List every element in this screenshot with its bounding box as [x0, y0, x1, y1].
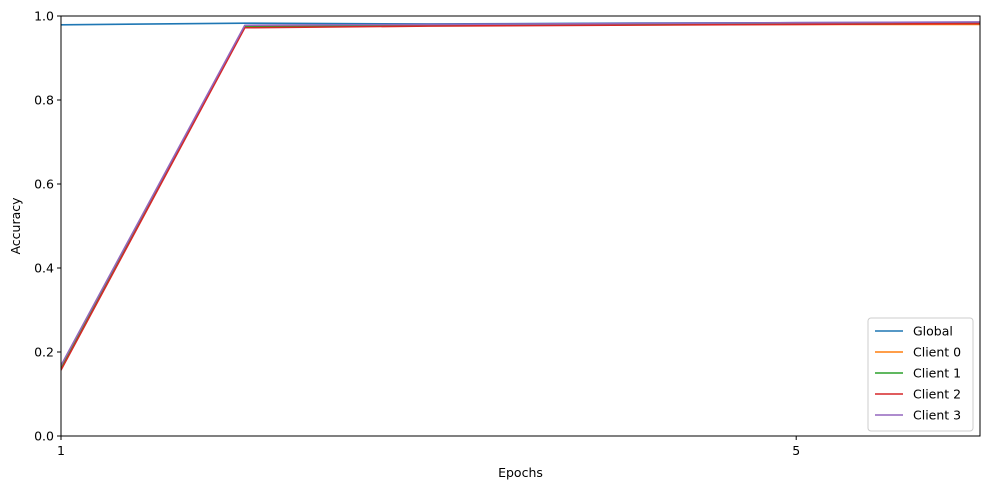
- y-axis: 0.0 0.2 0.4 0.6 0.8 1.0: [34, 9, 61, 444]
- series-line-client-2: [61, 22, 980, 372]
- y-tick-label: 1.0: [34, 9, 54, 24]
- x-tick-label: 1: [57, 443, 65, 458]
- plot-frame: [60, 15, 981, 437]
- y-tick-label: 0.6: [34, 177, 54, 192]
- legend-entry-label: Global: [913, 324, 953, 339]
- legend-entry-label: Client 3: [913, 408, 961, 423]
- series-line-client-1: [61, 22, 980, 370]
- plot-area: [61, 21, 980, 372]
- x-axis-label: Epochs: [498, 465, 543, 480]
- y-tick-label: 0.8: [34, 93, 54, 108]
- series-line-client-3: [61, 21, 980, 367]
- y-tick-label: 0.0: [34, 429, 54, 444]
- y-tick-label: 0.4: [34, 261, 54, 276]
- y-tick-label: 0.2: [34, 345, 54, 360]
- y-axis-label: Accuracy: [8, 197, 23, 255]
- legend-entry-label: Client 2: [913, 387, 961, 402]
- series-line-client-0: [61, 23, 980, 368]
- legend-entry-label: Client 1: [913, 366, 961, 381]
- legend-entry-label: Client 0: [913, 345, 961, 360]
- x-tick-label: 5: [792, 443, 800, 458]
- legend-box: [867, 317, 974, 432]
- legend: Global Client 0 Client 1 Client 2 Client 3: [867, 317, 974, 432]
